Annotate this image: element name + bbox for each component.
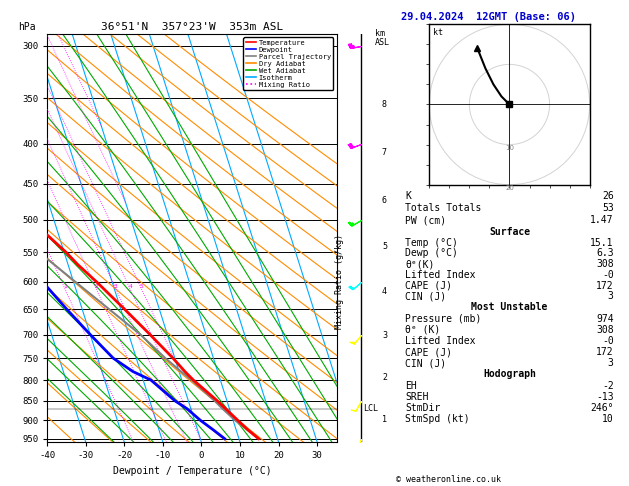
Text: 1: 1 [64,284,67,289]
Text: 974: 974 [596,313,614,324]
Text: 5: 5 [140,284,143,289]
Text: Totals Totals: Totals Totals [405,203,482,213]
X-axis label: Dewpoint / Temperature (°C): Dewpoint / Temperature (°C) [113,466,271,476]
Text: hPa: hPa [18,22,36,32]
Text: 308: 308 [596,325,614,335]
Text: 2: 2 [382,373,387,382]
Text: 3: 3 [608,358,614,368]
Text: 172: 172 [596,347,614,357]
Text: 308: 308 [596,259,614,269]
Text: Dewp (°C): Dewp (°C) [405,248,458,259]
Text: StmDir: StmDir [405,403,440,413]
Text: © weatheronline.co.uk: © weatheronline.co.uk [396,475,501,484]
Legend: Temperature, Dewpoint, Parcel Trajectory, Dry Adiabat, Wet Adiabat, Isotherm, Mi: Temperature, Dewpoint, Parcel Trajectory… [243,37,333,90]
Text: 15.1: 15.1 [590,238,614,248]
Text: 53: 53 [602,203,614,213]
Text: SREH: SREH [405,392,429,402]
Text: 3: 3 [114,284,118,289]
Text: 246°: 246° [590,403,614,413]
Text: PW (cm): PW (cm) [405,215,447,226]
Text: 20: 20 [505,185,514,191]
Text: CIN (J): CIN (J) [405,292,447,301]
Text: EH: EH [405,381,417,391]
Text: K: K [405,191,411,201]
Text: 3: 3 [382,330,387,340]
Text: 8: 8 [382,100,387,108]
Text: 29.04.2024  12GMT (Base: 06): 29.04.2024 12GMT (Base: 06) [401,12,576,22]
Text: 5: 5 [382,242,387,251]
Text: -2: -2 [602,381,614,391]
Text: 7: 7 [382,148,387,157]
Text: Most Unstable: Most Unstable [471,302,548,312]
Text: CAPE (J): CAPE (J) [405,347,452,357]
Text: 172: 172 [596,280,614,291]
Text: 4: 4 [382,287,387,295]
Text: 10: 10 [602,414,614,424]
Text: CAPE (J): CAPE (J) [405,280,452,291]
Text: -13: -13 [596,392,614,402]
Text: ASL: ASL [375,38,390,47]
Text: 1: 1 [382,415,387,424]
Text: LCL: LCL [364,404,378,413]
Text: Surface: Surface [489,227,530,237]
Title: 36°51'N  357°23'W  353m ASL: 36°51'N 357°23'W 353m ASL [101,22,283,32]
Text: 4: 4 [128,284,132,289]
Text: StmSpd (kt): StmSpd (kt) [405,414,470,424]
Text: kt: kt [433,28,443,37]
Text: 2: 2 [94,284,98,289]
Text: Lifted Index: Lifted Index [405,336,476,346]
Text: 1.47: 1.47 [590,215,614,226]
Text: θᵉ (K): θᵉ (K) [405,325,440,335]
Text: 6.3: 6.3 [596,248,614,259]
Text: -0: -0 [602,336,614,346]
Text: θᵉ(K): θᵉ(K) [405,259,435,269]
Text: CIN (J): CIN (J) [405,358,447,368]
Text: 6: 6 [382,195,387,205]
Text: -0: -0 [602,270,614,280]
Text: Pressure (mb): Pressure (mb) [405,313,482,324]
Text: Temp (°C): Temp (°C) [405,238,458,248]
Text: Mixing Ratio (g/kg): Mixing Ratio (g/kg) [335,234,343,330]
Text: Hodograph: Hodograph [483,369,536,380]
Text: Lifted Index: Lifted Index [405,270,476,280]
Text: 26: 26 [602,191,614,201]
Text: km: km [375,29,385,38]
Text: 3: 3 [608,292,614,301]
Text: 10: 10 [505,144,514,151]
